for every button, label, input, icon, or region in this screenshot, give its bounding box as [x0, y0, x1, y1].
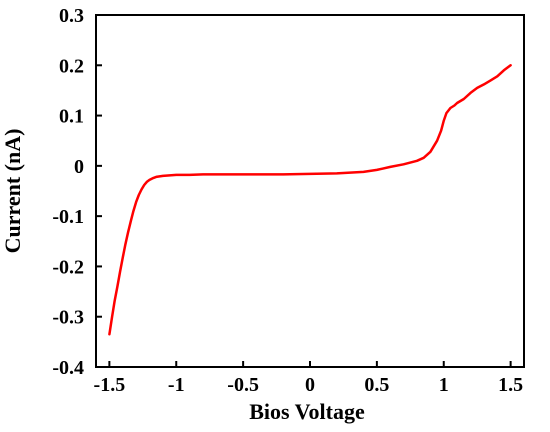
x-axis-ticks: -1.5 -1 -0.5 0 0.5 1 1.5 — [94, 361, 523, 396]
x-tick-label: 1.5 — [498, 374, 523, 396]
y-tick-label: -0.4 — [52, 357, 84, 379]
y-tick-label: 0.2 — [59, 55, 84, 77]
y-tick-label: 0.1 — [59, 106, 84, 128]
y-axis-ticks: -0.4 -0.3 -0.2 -0.1 0 0.1 0.2 0.3 — [52, 5, 102, 379]
y-tick-label: 0 — [74, 156, 84, 178]
y-axis-title: Current (nA) — [0, 129, 25, 254]
plot-frame — [95, 14, 525, 368]
y-tick-label: 0.3 — [59, 5, 84, 27]
y-tick-label: -0.1 — [52, 206, 84, 228]
x-tick-label: 0 — [305, 374, 315, 396]
x-tick-label: 1 — [439, 374, 449, 396]
x-tick-label: -0.5 — [227, 374, 259, 396]
series-line — [108, 64, 512, 336]
series-group — [108, 64, 512, 336]
x-tick-label: 0.5 — [364, 374, 389, 396]
y-tick-label: -0.2 — [52, 256, 84, 278]
x-tick-label: -1 — [168, 374, 185, 396]
y-tick-label: -0.3 — [52, 307, 84, 329]
x-axis-title: Bios Voltage — [249, 399, 365, 424]
x-tick-label: -1.5 — [94, 374, 126, 396]
